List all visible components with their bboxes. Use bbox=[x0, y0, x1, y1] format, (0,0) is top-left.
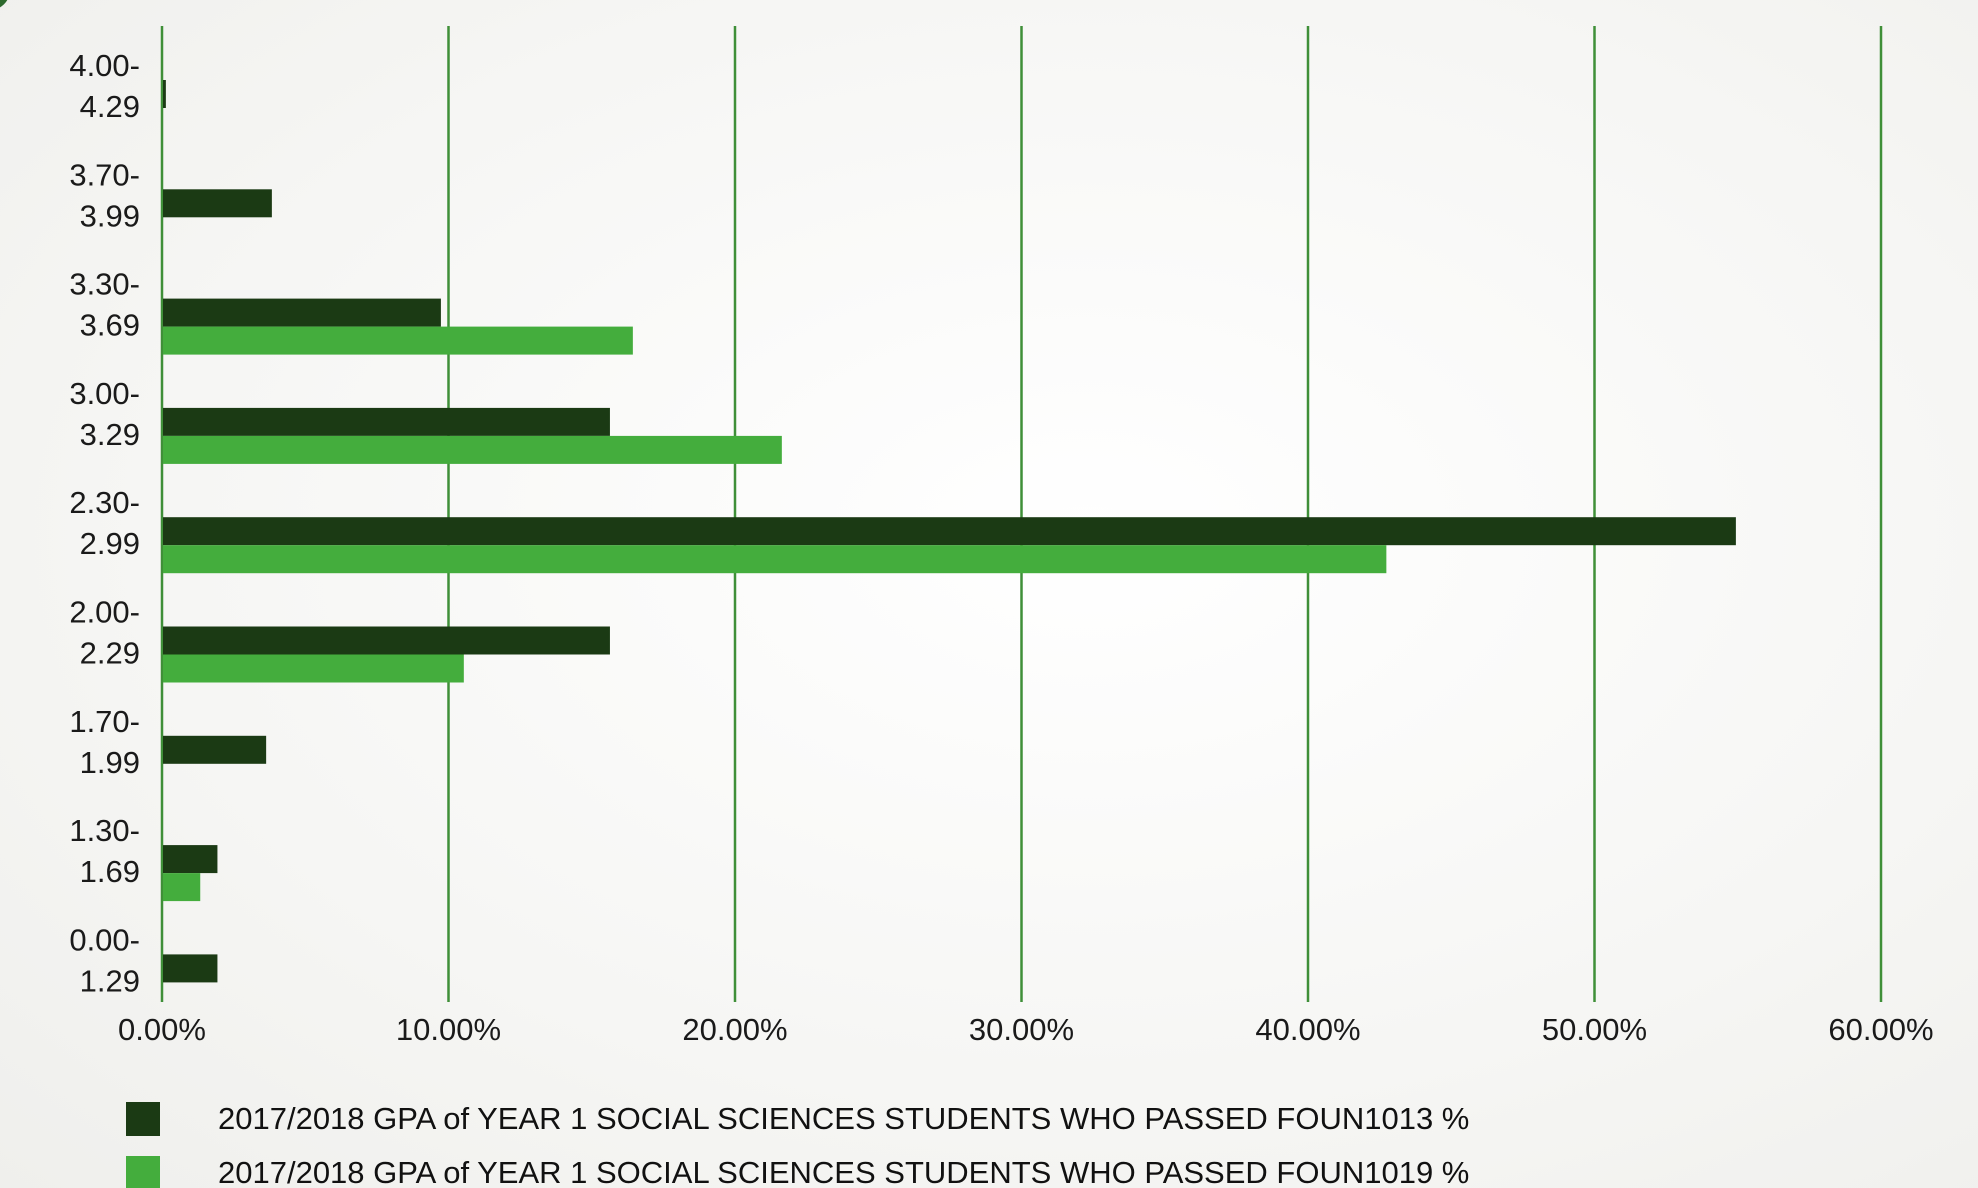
legend-swatch-series-2 bbox=[126, 1156, 160, 1188]
bar-series-1-5 bbox=[163, 626, 610, 655]
y-category-label-5: 2.00-2.29 bbox=[69, 595, 140, 671]
gridlines bbox=[160, 26, 1883, 1002]
bar-series-1-6 bbox=[163, 735, 267, 764]
legend: 2017/2018 GPA of YEAR 1 SOCIAL SCIENCES … bbox=[126, 1092, 1469, 1188]
x-tick-label-0: 0.00% bbox=[118, 1012, 206, 1047]
y-axis-labels: 4.00-4.29 3.70-3.99 3.30-3.69 3.00-3.29 2.30… bbox=[69, 48, 140, 998]
legend-item-series-1: 2017/2018 GPA of YEAR 1 SOCIAL SCIENCES … bbox=[126, 1092, 1469, 1146]
bar-series-1-7 bbox=[163, 845, 218, 874]
bar-series-1-2 bbox=[163, 298, 441, 327]
legend-label-series-1: 2017/2018 GPA of YEAR 1 SOCIAL SCIENCES … bbox=[218, 1101, 1470, 1136]
y-category-label-8: 0.00-1.29 bbox=[69, 922, 140, 998]
bars bbox=[163, 80, 1736, 983]
bar-series-1-8 bbox=[163, 954, 218, 983]
x-tick-label-3: 30.00% bbox=[969, 1012, 1074, 1047]
bar-series-1-3 bbox=[163, 407, 610, 436]
legend-label-series-2: 2017/2018 GPA of YEAR 1 SOCIAL SCIENCES … bbox=[218, 1155, 1470, 1188]
bar-series-2-2 bbox=[163, 326, 633, 355]
x-tick-label-5: 50.00% bbox=[1542, 1012, 1647, 1047]
bar-series-2-3 bbox=[163, 435, 782, 464]
x-tick-label-1: 10.00% bbox=[396, 1012, 501, 1047]
bar-series-1-4 bbox=[163, 517, 1736, 546]
y-category-label-3: 3.00-3.29 bbox=[69, 376, 140, 452]
y-category-label-0: 4.00-4.29 bbox=[69, 48, 140, 124]
bar-series-2-7 bbox=[163, 873, 201, 902]
y-category-label-4: 2.30-2.99 bbox=[69, 485, 140, 561]
x-tick-label-4: 40.00% bbox=[1255, 1012, 1360, 1047]
legend-swatch-series-1 bbox=[126, 1102, 160, 1136]
bar-series-1-0 bbox=[163, 80, 166, 108]
x-tick-label-2: 20.00% bbox=[682, 1012, 787, 1047]
x-axis-labels: 0.00% 10.00% 20.00% 30.00% 40.00% 50.00% 60.00… bbox=[118, 1012, 1934, 1047]
bar-series-1-1 bbox=[163, 189, 272, 218]
y-category-label-6: 1.70-1.99 bbox=[69, 704, 140, 780]
y-category-label-2: 3.30-3.69 bbox=[69, 267, 140, 343]
y-category-label-1: 3.70-3.99 bbox=[69, 157, 140, 233]
x-tick-label-6: 60.00% bbox=[1828, 1012, 1933, 1047]
y-category-label-7: 1.30-1.69 bbox=[69, 813, 140, 889]
bar-series-2-4 bbox=[163, 545, 1387, 574]
bar-series-2-5 bbox=[163, 654, 464, 683]
legend-item-series-2: 2017/2018 GPA of YEAR 1 SOCIAL SCIENCES … bbox=[126, 1146, 1469, 1188]
